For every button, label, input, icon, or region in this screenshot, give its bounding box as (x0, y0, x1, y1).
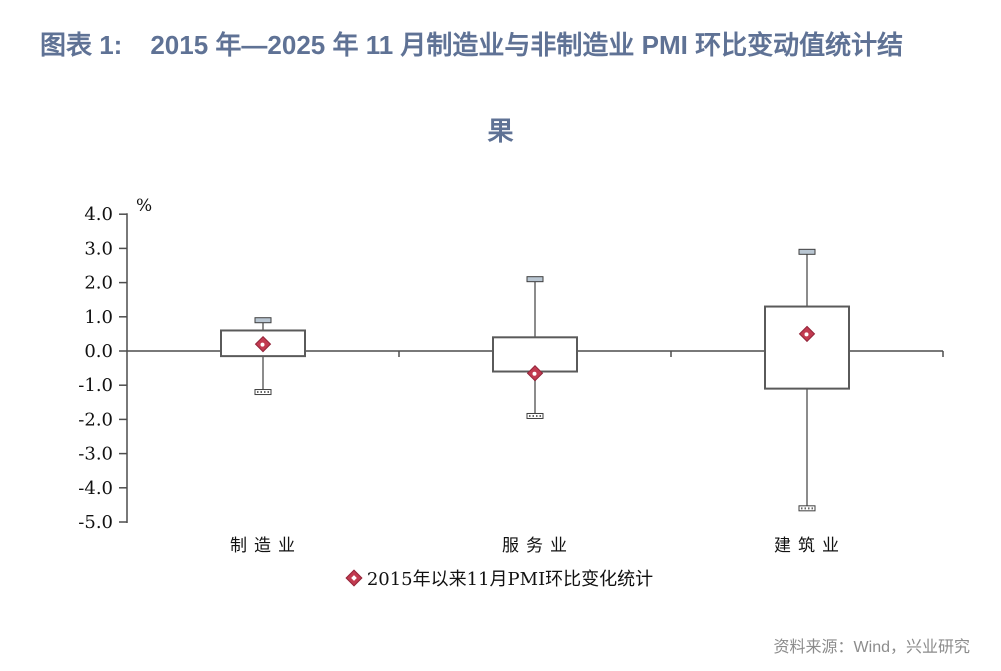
y-tick-label: 1.0 (84, 307, 113, 328)
y-tick-label: 3.0 (84, 238, 113, 259)
y-axis-unit-label: % (136, 196, 152, 216)
whisker-high-cap (526, 276, 544, 283)
mean-diamond-marker-dot (804, 332, 809, 337)
whisker-low-cap (254, 389, 272, 396)
source-note: 资料来源：Wind，兴业研究 (773, 639, 970, 656)
y-tick-label: -4.0 (78, 478, 113, 499)
whisker-high-cap (254, 317, 272, 324)
y-tick-label: -5.0 (78, 512, 113, 533)
y-tick-label: 4.0 (84, 204, 113, 225)
y-tick-label: -1.0 (78, 375, 113, 396)
legend-diamond-icon (345, 569, 363, 587)
figure-title-line2: 果 (487, 116, 514, 146)
whisker-low-cap (798, 505, 816, 512)
whisker-high-cap (798, 248, 816, 255)
category-label: 制造业 (230, 536, 302, 556)
category-label: 服务业 (502, 536, 574, 556)
y-tick-label: 2.0 (84, 273, 113, 294)
figure-label: 图表 1: (40, 30, 123, 60)
y-tick-label: 0.0 (84, 341, 113, 362)
box (764, 305, 850, 390)
whisker-low-cap (526, 412, 544, 419)
figure-title-line1: 2015 年—2025 年 11 月制造业与非制造业 PMI 环比变动值统计结 (150, 30, 904, 60)
mean-diamond-marker-dot (532, 371, 537, 376)
y-tick-label: -3.0 (78, 444, 113, 465)
mean-diamond-marker-dot (260, 342, 265, 347)
chart-legend: 2015年以来11月PMI环比变化统计 (0, 565, 1001, 591)
y-tick-label: -2.0 (78, 409, 113, 430)
figure-title: 图表 1: 2015 年—2025 年 11 月制造业与非制造业 PMI 环比变动… (40, 28, 980, 62)
category-label: 建筑业 (774, 536, 846, 556)
legend-label: 2015年以来11月PMI环比变化统计 (366, 569, 654, 590)
